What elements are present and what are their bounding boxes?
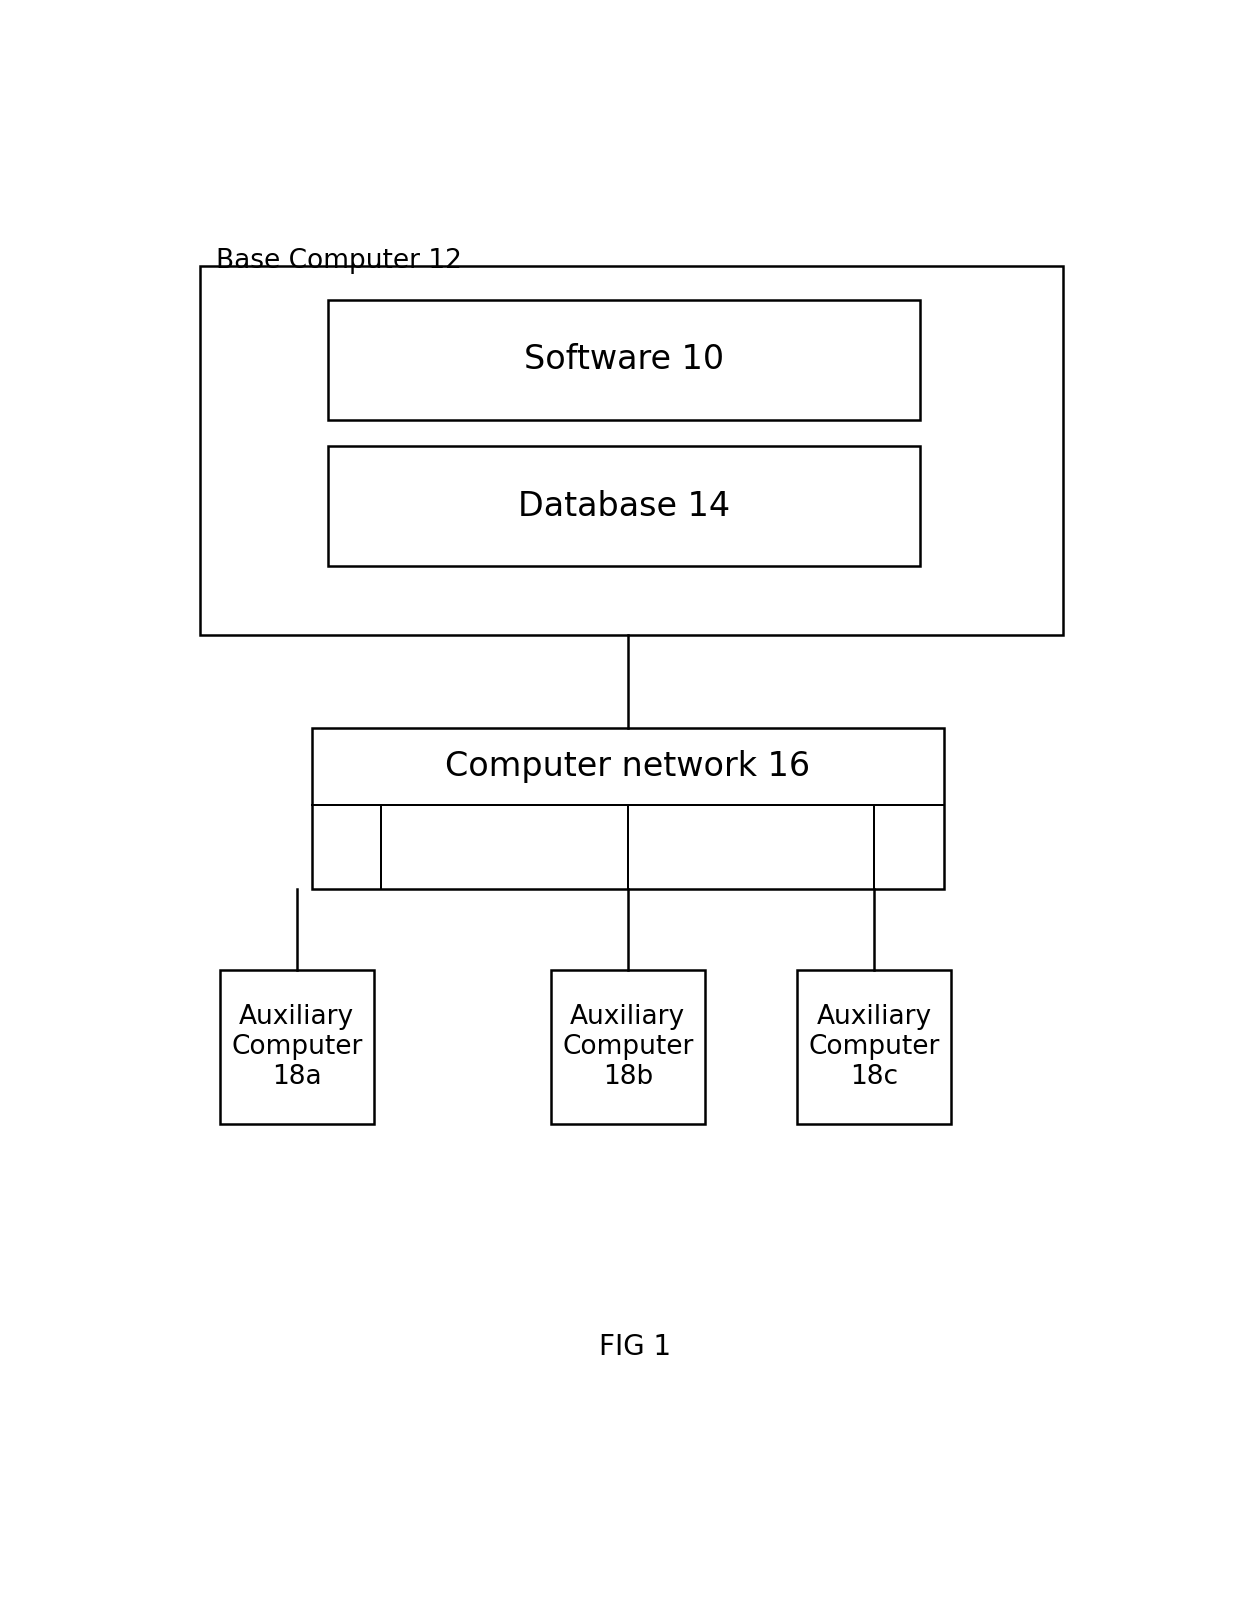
Bar bbox=[312, 728, 944, 890]
Bar bbox=[797, 970, 951, 1124]
Text: Auxiliary
Computer
18b: Auxiliary Computer 18b bbox=[562, 1003, 693, 1090]
Text: Database 14: Database 14 bbox=[518, 489, 730, 523]
Bar bbox=[327, 300, 920, 420]
Text: Computer network 16: Computer network 16 bbox=[445, 750, 811, 782]
Bar bbox=[551, 970, 704, 1124]
Bar bbox=[327, 447, 920, 566]
Bar bbox=[201, 266, 1063, 635]
Text: Auxiliary
Computer
18a: Auxiliary Computer 18a bbox=[231, 1003, 362, 1090]
Text: Base Computer 12: Base Computer 12 bbox=[216, 248, 461, 274]
Text: Software 10: Software 10 bbox=[523, 343, 724, 377]
Bar bbox=[219, 970, 373, 1124]
Text: Auxiliary
Computer
18c: Auxiliary Computer 18c bbox=[808, 1003, 940, 1090]
Text: FIG 1: FIG 1 bbox=[599, 1334, 672, 1361]
